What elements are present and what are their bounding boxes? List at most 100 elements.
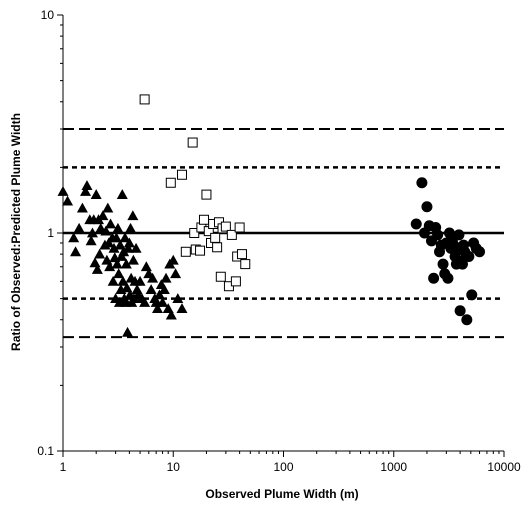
triangle-point bbox=[131, 284, 143, 295]
triangle-point bbox=[100, 225, 112, 236]
tick-labels: 1 10 100 1000 10000 0.1 1 10 bbox=[37, 8, 521, 474]
triangle-point bbox=[86, 227, 98, 238]
x-tick-label: 10000 bbox=[487, 460, 521, 474]
square-point bbox=[198, 214, 209, 225]
triangle-point bbox=[158, 284, 170, 295]
triangle-point bbox=[62, 195, 74, 206]
triangle-point bbox=[91, 264, 103, 274]
triangle-point bbox=[94, 248, 106, 259]
triangle-point bbox=[123, 237, 135, 248]
triangle-point bbox=[122, 326, 134, 337]
square-point bbox=[230, 276, 241, 287]
square-point bbox=[234, 222, 245, 233]
triangle-point bbox=[112, 222, 124, 233]
triangle-point bbox=[104, 261, 116, 272]
circle-point bbox=[410, 218, 422, 230]
x-tick-label: 1 bbox=[60, 460, 67, 474]
y-tick-label: 0.1 bbox=[37, 444, 54, 458]
y-tick-label: 1 bbox=[47, 226, 54, 240]
triangle-point bbox=[116, 189, 128, 200]
square-point bbox=[226, 229, 237, 240]
triangle-point bbox=[117, 275, 129, 286]
triangle-point bbox=[110, 232, 122, 243]
square-point bbox=[240, 259, 251, 270]
triangle-point bbox=[127, 210, 139, 221]
triangle-point bbox=[152, 303, 164, 313]
square-point bbox=[189, 228, 200, 238]
triangle-point bbox=[97, 210, 109, 221]
axes bbox=[57, 14, 505, 457]
circle-point bbox=[466, 289, 478, 301]
triangle-point bbox=[81, 180, 93, 190]
triangle-point bbox=[105, 218, 117, 229]
triangle-point bbox=[153, 289, 165, 300]
circle-point bbox=[428, 272, 440, 284]
square-point bbox=[220, 221, 231, 232]
triangle-point bbox=[119, 232, 131, 243]
square-point bbox=[236, 249, 247, 260]
triangle-point bbox=[176, 303, 188, 313]
circle-point bbox=[453, 229, 465, 241]
triangle-point bbox=[68, 232, 80, 243]
data-points bbox=[57, 94, 486, 337]
triangle-point bbox=[103, 237, 115, 248]
circle-point bbox=[442, 272, 454, 284]
triangle-point bbox=[70, 246, 82, 257]
triangle-point bbox=[85, 235, 97, 246]
triangle-point bbox=[130, 242, 142, 253]
circle-point bbox=[416, 177, 428, 189]
triangle-point bbox=[139, 296, 151, 307]
triangle-point bbox=[76, 202, 88, 213]
square-point bbox=[215, 271, 226, 282]
square-point bbox=[195, 245, 206, 256]
triangle-point bbox=[108, 242, 120, 253]
triangle-point bbox=[114, 239, 126, 250]
triangle-point bbox=[73, 222, 85, 233]
square-point bbox=[180, 246, 191, 257]
triangle-point bbox=[165, 309, 177, 320]
triangle-point bbox=[134, 275, 146, 286]
triangle-point bbox=[120, 258, 132, 269]
square-point bbox=[201, 189, 212, 200]
triangle-point bbox=[122, 242, 134, 253]
circle-point bbox=[463, 251, 475, 263]
triangle-point bbox=[125, 222, 137, 233]
circle-point bbox=[432, 229, 444, 241]
square-point bbox=[176, 169, 187, 180]
y-axis-title: Ratio of Observed:Predicted Plume Width bbox=[9, 113, 23, 351]
triangle-point bbox=[90, 189, 102, 200]
circle-point bbox=[474, 246, 486, 258]
triangle-point bbox=[113, 268, 125, 279]
y-tick-label: 10 bbox=[41, 8, 55, 22]
triangle-point bbox=[57, 186, 69, 196]
triangle-point bbox=[145, 284, 157, 295]
square-point bbox=[210, 232, 221, 243]
triangle-point bbox=[111, 258, 123, 269]
triangle-point bbox=[107, 275, 119, 286]
x-tick-label: 100 bbox=[273, 460, 293, 474]
triangle-point bbox=[80, 186, 92, 196]
triangle-point bbox=[157, 296, 169, 307]
circle-point bbox=[421, 201, 433, 213]
x-tick-label: 10 bbox=[167, 460, 181, 474]
triangle-point bbox=[167, 254, 179, 265]
triangle-point bbox=[147, 272, 159, 283]
triangle-point bbox=[102, 202, 114, 213]
triangle-point bbox=[160, 272, 172, 283]
square-point bbox=[139, 94, 150, 105]
triangle-point bbox=[140, 261, 152, 272]
triangle-point bbox=[127, 254, 139, 265]
triangle-point bbox=[172, 293, 184, 304]
circle-point bbox=[437, 258, 449, 270]
square-point bbox=[165, 177, 176, 188]
circle-point bbox=[461, 314, 473, 326]
x-axis-title: Observed Plume Width (m) bbox=[205, 487, 358, 501]
square-point bbox=[187, 137, 198, 148]
square-point bbox=[212, 242, 223, 253]
circle-point bbox=[456, 258, 468, 270]
triangle-point bbox=[89, 257, 101, 268]
x-tick-label: 1000 bbox=[380, 460, 407, 474]
triangle-point bbox=[170, 268, 182, 279]
circle-point bbox=[454, 305, 466, 317]
